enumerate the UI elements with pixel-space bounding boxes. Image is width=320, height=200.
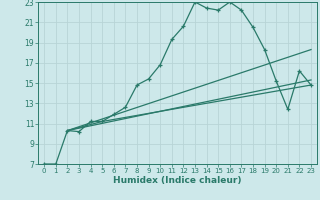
X-axis label: Humidex (Indice chaleur): Humidex (Indice chaleur)	[113, 176, 242, 185]
